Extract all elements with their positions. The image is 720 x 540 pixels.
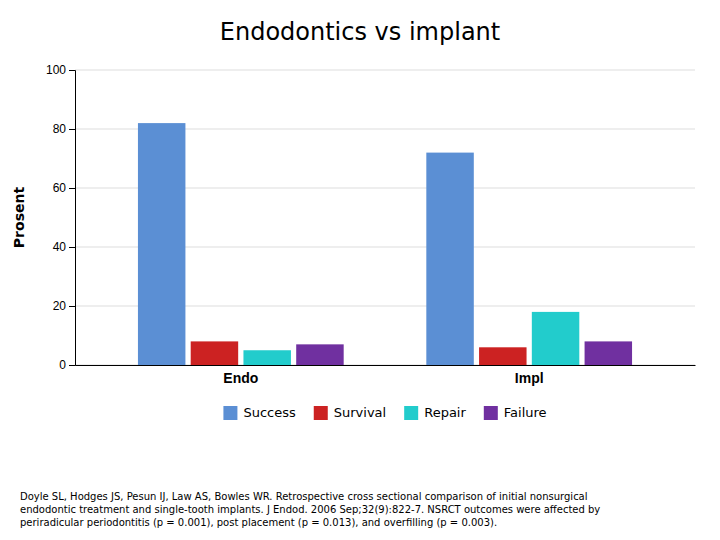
tick-mark (69, 70, 75, 71)
tick-label: Impl (515, 370, 544, 386)
chart: Endodontics vs implant 0 20 40 60 80 100 Endo Im… (0, 0, 720, 540)
y-axis-label: Prosent (11, 187, 27, 249)
grid-line (75, 70, 695, 71)
legend-item: Failure (484, 405, 547, 420)
tick-label: 40 (53, 240, 67, 254)
legend-swatch (484, 406, 498, 420)
x-axis: Endo Impl (76, 365, 696, 386)
tick: 0 (59, 358, 75, 372)
bar (479, 347, 526, 365)
legend-item: Success (223, 405, 296, 420)
caption: Doyle SL, Hodges JS, Pesun IJ, Law AS, B… (20, 491, 600, 528)
tick-mark (69, 188, 75, 189)
plot: 0 20 40 60 80 100 Endo Impl (46, 63, 696, 386)
tick: 20 (53, 299, 75, 313)
legend-swatch (314, 406, 328, 420)
tick-label: Endo (223, 370, 258, 386)
legend-swatch (404, 406, 418, 420)
legend-label: Survival (334, 405, 386, 420)
bar (426, 153, 473, 365)
tick-label: 20 (53, 299, 67, 313)
title: Endodontics vs implant (220, 18, 500, 46)
tick-mark (69, 129, 75, 130)
legend: Success Survival Repair Failure (223, 405, 546, 420)
tick: Impl (515, 365, 544, 386)
bar (532, 312, 579, 365)
tick-label: 80 (53, 122, 67, 136)
axis-line (69, 71, 76, 366)
tick: 100 (46, 63, 75, 77)
legend-item: Survival (314, 405, 386, 420)
tick-mark (69, 247, 75, 248)
tick-label: 100 (46, 63, 66, 77)
tick: Endo (223, 365, 258, 386)
legend-label: Failure (504, 405, 547, 420)
legend-item: Repair (404, 405, 466, 420)
bar (296, 344, 343, 365)
legend-label: Repair (424, 405, 466, 420)
bar (243, 350, 290, 365)
tick-label: 0 (59, 358, 66, 372)
legend-label: Success (243, 405, 296, 420)
tick: 80 (53, 122, 75, 136)
tick-mark (69, 306, 75, 307)
bar (585, 341, 632, 365)
y-axis: 0 20 40 60 80 100 (46, 63, 76, 372)
grid (75, 70, 695, 365)
tick: 40 (53, 240, 75, 254)
tick-mark (69, 365, 75, 366)
tick-label: 60 (53, 181, 67, 195)
bar (191, 341, 238, 365)
tick: 60 (53, 181, 75, 195)
axis-line (76, 365, 696, 366)
bar (138, 123, 185, 365)
legend-swatch (223, 406, 237, 420)
bars (138, 123, 632, 365)
